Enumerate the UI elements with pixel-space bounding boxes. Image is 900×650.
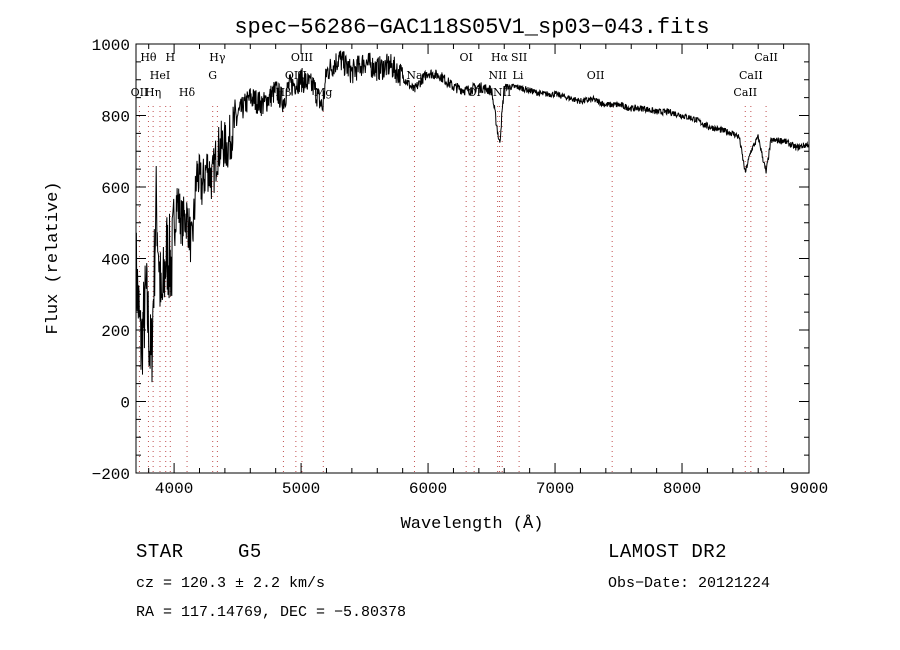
x-tick-label: 5000 <box>282 480 320 498</box>
survey-label: LAMOST DR2 <box>608 541 728 563</box>
x-axis-label: Wavelength (Å) <box>401 515 544 534</box>
line-label: OI <box>459 51 472 64</box>
line-label: HeI <box>150 69 170 82</box>
line-label: OIII <box>285 69 307 82</box>
line-label: Hθ <box>140 51 157 64</box>
x-tick-label: 4000 <box>155 480 193 498</box>
line-label: OII <box>131 86 149 99</box>
line-label: G <box>208 69 217 82</box>
line-label: CaII <box>739 69 763 82</box>
x-tick-label: 8000 <box>663 480 701 498</box>
y-axis-label: Flux (relative) <box>44 181 63 334</box>
line-label: Li <box>513 69 524 82</box>
spectrum-line <box>135 50 810 383</box>
line-label: SII <box>511 51 527 64</box>
line-label: Na <box>406 69 423 82</box>
emission-line-labels: Hθ H Hγ OIII OI Hα SII CaII HeI G OIII Na NII Li OII Ca… <box>131 51 778 99</box>
y-tick-label: 800 <box>101 109 130 127</box>
emission-line-markers <box>138 106 767 473</box>
y-tick-label: 200 <box>101 323 130 341</box>
line-label: Hα <box>491 51 509 64</box>
axis-ticks: 4000 5000 6000 7000 8000 9000 −200 0 200 400 600 80… <box>92 37 829 498</box>
line-label: Hδ <box>179 86 196 99</box>
y-tick-label: −200 <box>92 466 130 484</box>
line-label: Hγ <box>209 51 226 64</box>
line-label: Hη <box>145 86 161 99</box>
y-tick-label: 600 <box>101 180 130 198</box>
class-label: STAR <box>136 541 184 563</box>
line-label: H <box>165 51 175 64</box>
coordinates-readout: RA = 117.14769, DEC = −5.80378 <box>136 604 407 621</box>
redshift-readout: cz = 120.3 ± 2.2 km/s <box>136 575 326 592</box>
line-label: CaII <box>733 86 757 99</box>
line-label: OIII <box>291 51 313 64</box>
subclass-label: G5 <box>238 541 262 563</box>
line-label: CaII <box>754 51 778 64</box>
line-label: OII <box>587 69 605 82</box>
obs-date-readout: Obs−Date: 20121224 <box>608 575 771 592</box>
x-tick-label: 9000 <box>790 480 828 498</box>
x-tick-label: 7000 <box>536 480 574 498</box>
chart-title: spec−56286−GAC118S05V1_sp03−043.fits <box>234 15 709 40</box>
plot-frame <box>135 43 810 474</box>
y-tick-label: 400 <box>101 252 130 270</box>
x-tick-label: 6000 <box>409 480 447 498</box>
line-label: NII <box>488 69 506 82</box>
y-tick-label: 1000 <box>92 37 130 55</box>
y-tick-label: 0 <box>120 395 130 413</box>
